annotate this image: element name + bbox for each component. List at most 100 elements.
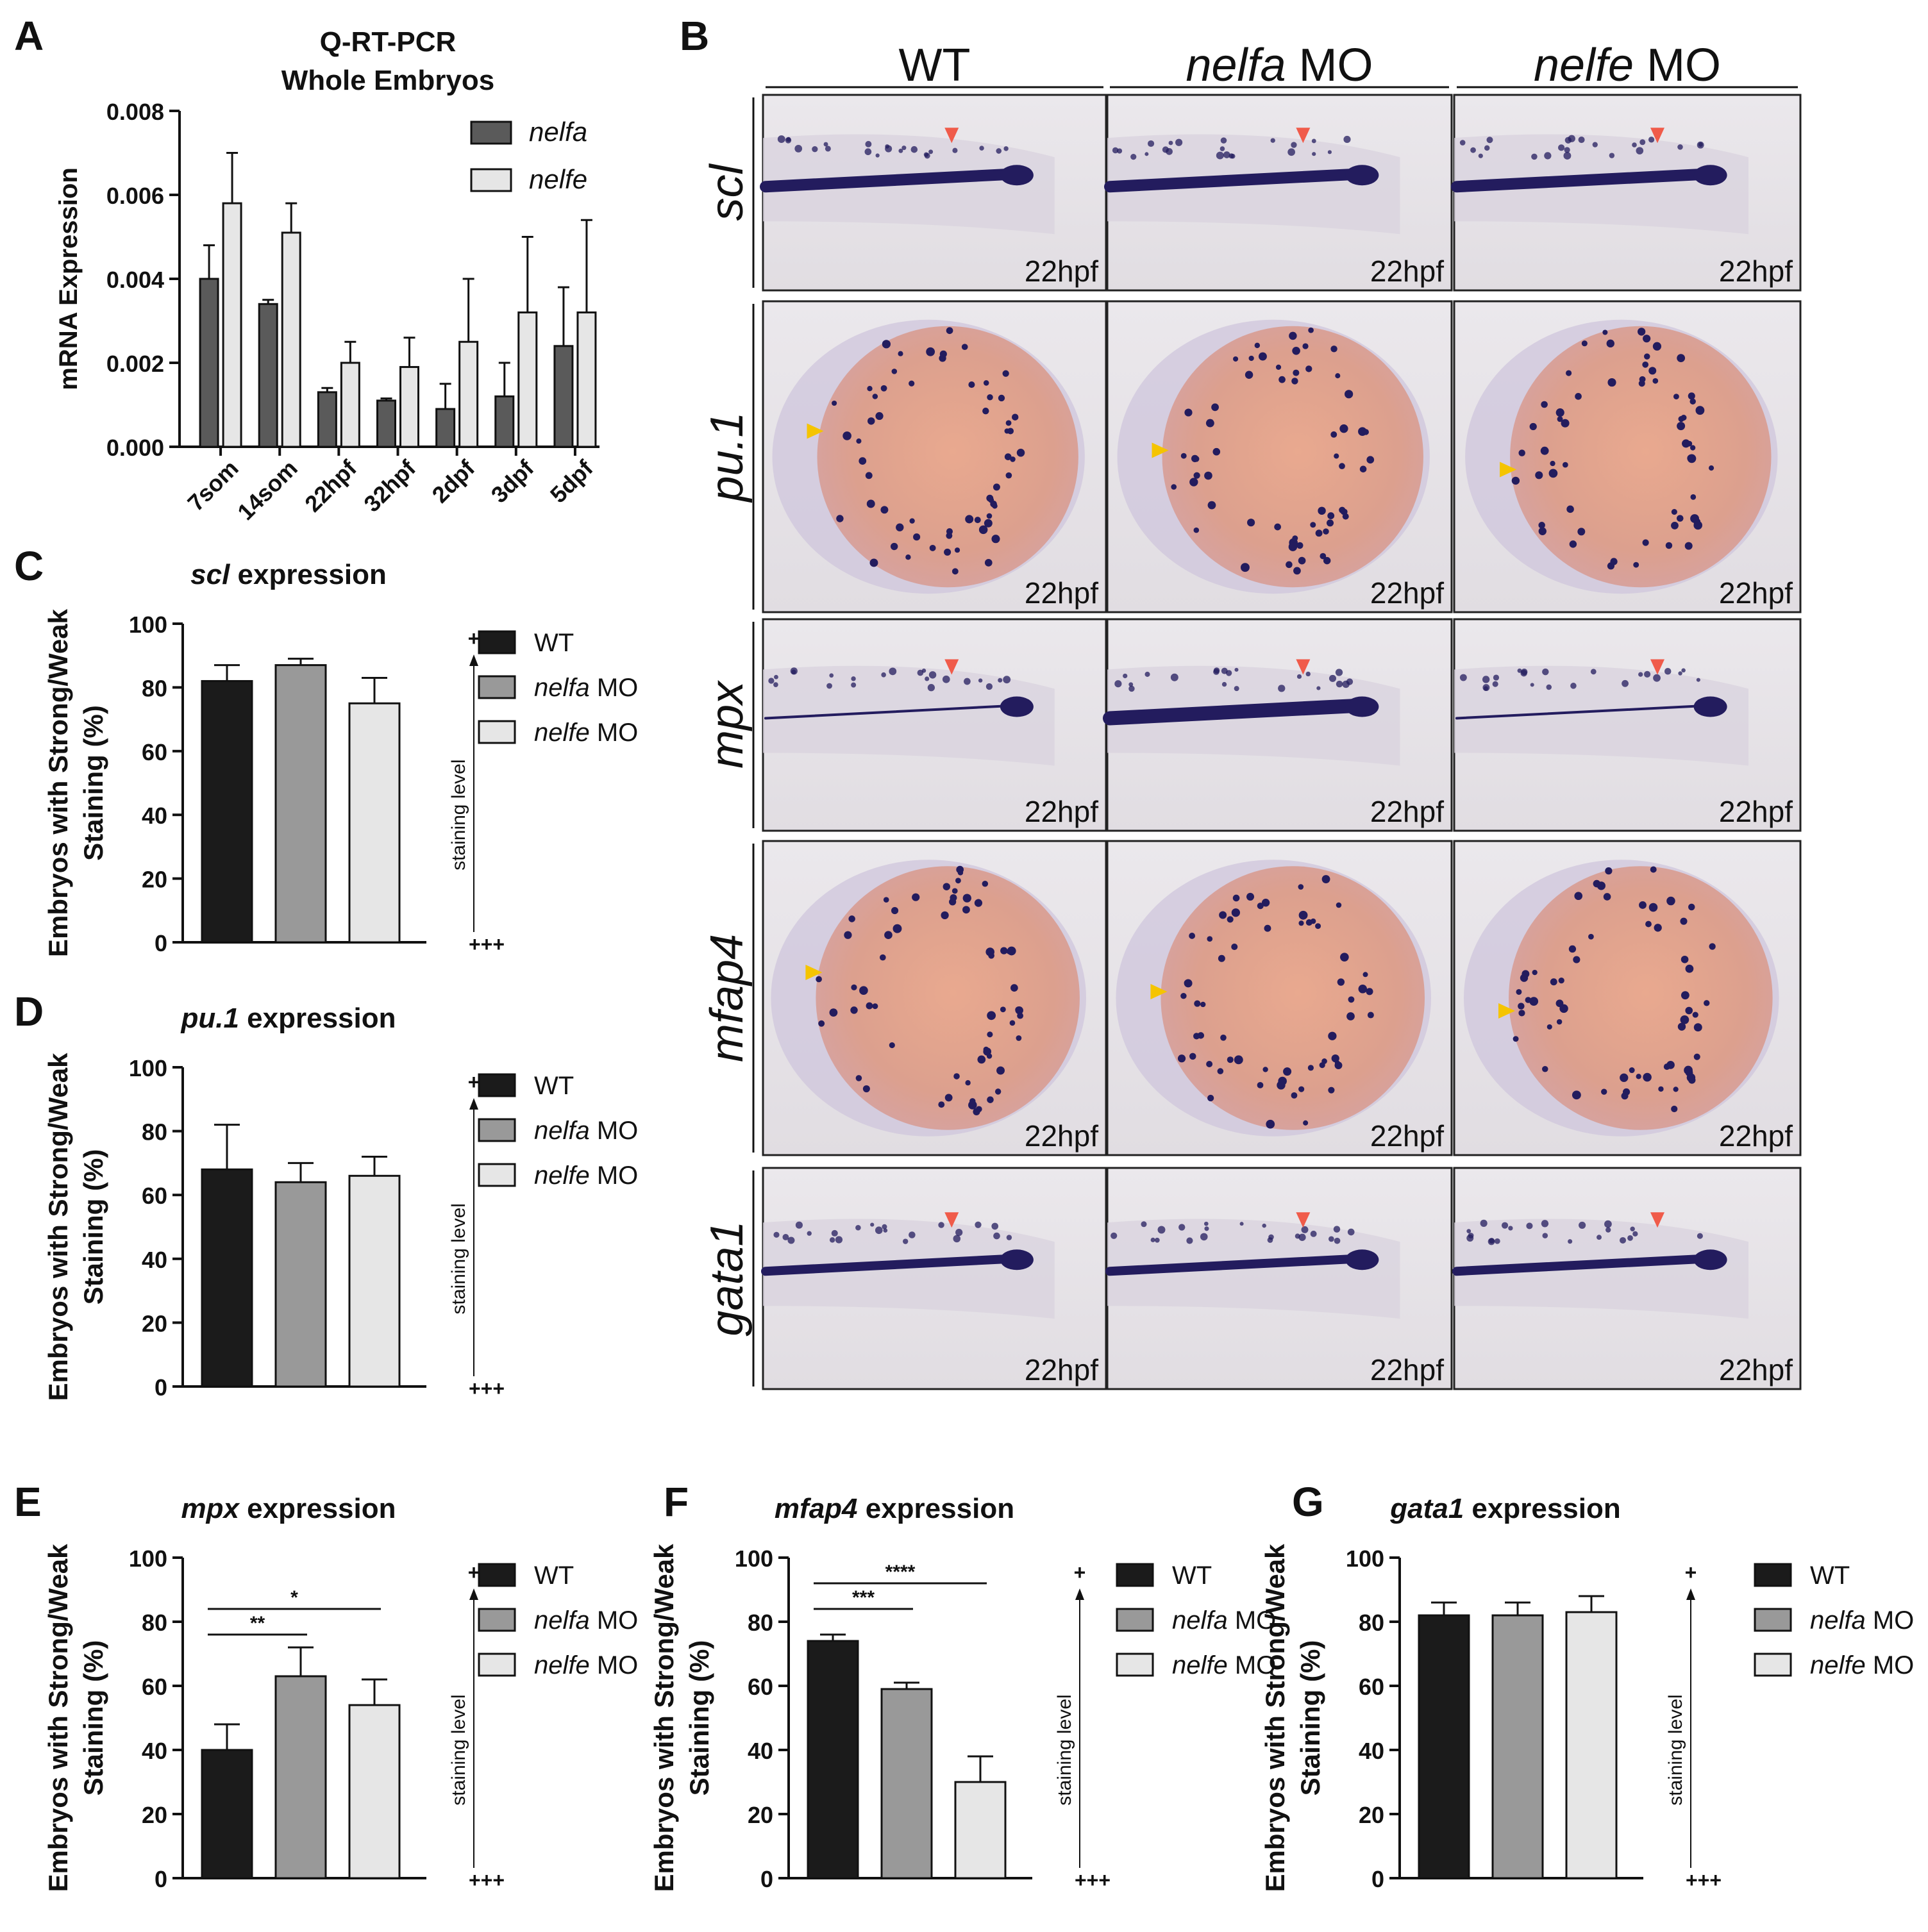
stained-cell	[1525, 997, 1532, 1003]
embryo-tail	[1454, 1219, 1748, 1319]
stained-cell	[880, 506, 889, 514]
stained-cell	[1709, 943, 1716, 950]
chart-title: scl expression	[190, 559, 387, 590]
stained-cell	[991, 1222, 999, 1230]
stained-cell	[1572, 1090, 1581, 1100]
stained-cell	[1307, 1065, 1314, 1071]
stained-cell	[875, 412, 884, 421]
stained-cell	[1561, 419, 1570, 428]
y-tick-label: 80	[142, 1119, 167, 1145]
legend-label: WT	[534, 629, 574, 657]
stained-cell	[1206, 1060, 1213, 1067]
stained-cell	[1204, 471, 1212, 480]
bar-nelfa-MO	[1491, 1614, 1544, 1879]
stained-cell	[953, 1235, 961, 1243]
stained-cell	[1232, 894, 1240, 902]
staining-axis-bottom: +++	[469, 1377, 505, 1400]
label-part: nelfa	[1810, 1606, 1866, 1635]
stained-cell	[1212, 447, 1221, 456]
stained-cluster	[1693, 696, 1727, 717]
stained-cell	[1339, 463, 1345, 470]
stained-cell	[1653, 674, 1661, 682]
stained-cell	[928, 671, 937, 679]
stained-cell	[962, 894, 971, 903]
stained-cell	[859, 986, 868, 995]
yellow-arrow	[807, 423, 824, 439]
panel-A-chart: Q-RT-PCR Whole Embryos mRNA Expression 0.00…	[54, 26, 599, 525]
stained-cell	[1007, 428, 1014, 435]
stained-cell	[1193, 527, 1200, 533]
stained-cell	[965, 515, 974, 524]
stained-cell	[1321, 1058, 1327, 1064]
staining-axis-arrowhead	[469, 1098, 478, 1110]
stained-cell	[1006, 1235, 1012, 1240]
stained-cell	[1493, 674, 1500, 681]
stained-cell	[865, 140, 872, 147]
stained-cell	[1638, 672, 1643, 677]
y-axis-label-line1: Embryos with Strong/Weak	[43, 1544, 73, 1892]
stained-cell	[1270, 138, 1275, 143]
red-arrow	[944, 1212, 959, 1228]
stained-cell	[1291, 1092, 1298, 1099]
stained-band	[1105, 1254, 1367, 1276]
stained-cell	[1693, 1053, 1700, 1060]
staining-axis-top: +	[1685, 1561, 1697, 1584]
stained-cell	[1558, 144, 1565, 151]
image-cell-gata1-3: 22hpf	[1452, 1167, 1802, 1390]
bar-WT	[201, 1749, 253, 1879]
stained-cell	[961, 344, 968, 351]
stained-band	[1451, 168, 1716, 193]
stained-cell	[1621, 1092, 1629, 1100]
staining-axis-bottom: +++	[469, 933, 505, 956]
stained-cell	[898, 351, 903, 356]
stained-cell	[1581, 340, 1588, 347]
legend-label: nelfa MO	[534, 1117, 638, 1145]
stained-cell	[1494, 1238, 1500, 1244]
yolk-sac	[1510, 326, 1772, 588]
stained-cell	[1666, 896, 1675, 906]
row-label-mfap4: mfap4	[701, 934, 753, 1062]
stained-cell	[1482, 676, 1490, 683]
stained-cell	[870, 1222, 875, 1227]
bar-nelfe-32hpf	[399, 366, 419, 448]
stained-cell	[1643, 335, 1651, 343]
stained-cell	[1579, 1221, 1586, 1229]
y-axis-label-line2: Staining (%)	[78, 1640, 108, 1796]
stained-cell	[1664, 667, 1672, 675]
stained-cell	[1254, 342, 1261, 349]
stage-label: 22hpf	[1719, 1353, 1793, 1387]
legend-swatch-nelfe	[470, 168, 512, 192]
stained-cell	[1362, 429, 1369, 435]
stained-cell	[1597, 1235, 1602, 1240]
y-tick-label: 20	[1359, 1802, 1384, 1828]
stained-cell	[1005, 472, 1012, 479]
stained-cell	[910, 146, 918, 153]
stained-cell	[1262, 1067, 1268, 1072]
stained-cell	[1193, 1033, 1200, 1040]
stained-cell	[917, 669, 924, 676]
stained-cell	[1366, 456, 1375, 464]
stained-cell	[883, 897, 889, 903]
label-part: nelfe	[534, 1162, 590, 1190]
stained-cell	[939, 350, 947, 358]
stained-cell	[1508, 1226, 1513, 1231]
stained-cell	[1636, 1074, 1641, 1079]
stained-cell	[986, 1053, 993, 1059]
red-arrow	[1650, 659, 1664, 675]
stained-cell	[1562, 462, 1568, 468]
stained-cell	[1459, 674, 1467, 681]
stained-cell	[1239, 1222, 1244, 1226]
stage-label: 22hpf	[1719, 795, 1793, 828]
stained-cell	[1287, 148, 1295, 156]
staining-axis-bottom: +++	[469, 1869, 505, 1892]
stained-cluster	[1000, 696, 1034, 717]
stained-cell	[1629, 1067, 1635, 1074]
stained-cell	[1166, 147, 1173, 155]
y-tick-label: 0.008	[106, 99, 164, 125]
label-part: gata1	[1389, 1493, 1464, 1524]
stained-cell	[962, 906, 970, 914]
red-arrow	[1296, 128, 1311, 144]
stained-cell	[987, 1096, 994, 1103]
stained-cell	[884, 931, 893, 940]
